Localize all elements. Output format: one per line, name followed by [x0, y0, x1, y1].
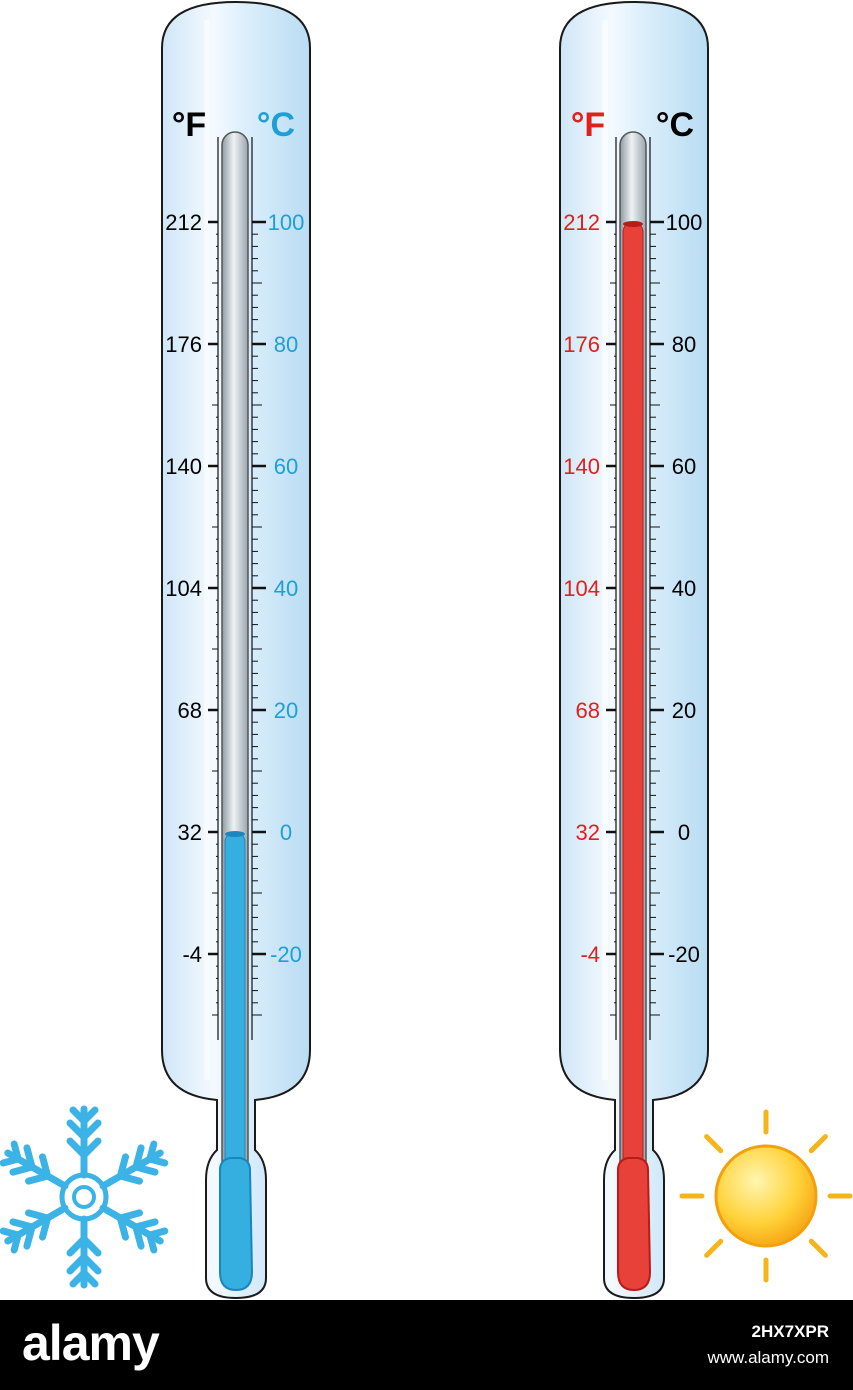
- fahrenheit-label: 212: [563, 210, 600, 235]
- scale-ticks: [208, 137, 266, 1040]
- celsius-scale-labels: 100 80 60 40 20 0 -20: [268, 210, 305, 967]
- celsius-label: 60: [274, 454, 298, 479]
- hot-thermometer: °F °C 212 176 140 104 68 32 -4 100 80 60 40 20 0 -20: [559, 0, 709, 1300]
- liquid-column: [224, 831, 246, 1201]
- fahrenheit-label: -4: [182, 942, 202, 967]
- celsius-label: 80: [274, 332, 298, 357]
- watermark-logo: alamy: [22, 1315, 160, 1371]
- sun-icon: [679, 1109, 853, 1283]
- liquid-column: [622, 221, 644, 1201]
- bulb: [617, 1157, 652, 1292]
- celsius-label: 0: [678, 820, 690, 845]
- scale-ticks: [606, 137, 664, 1040]
- fahrenheit-unit: °F: [172, 106, 206, 144]
- thermometer-illustration: °F °C 212 176 140 104 68 32 -4 100 80 60 40 20 0 -20…: [0, 0, 853, 1300]
- site-url: www.alamy.com: [707, 1348, 829, 1367]
- celsius-label: 0: [280, 820, 292, 845]
- fahrenheit-label: 140: [563, 454, 600, 479]
- fahrenheit-label: 104: [563, 576, 600, 601]
- celsius-label: 40: [274, 576, 298, 601]
- image-id: 2HX7XPR: [751, 1322, 829, 1341]
- celsius-label: 40: [672, 576, 696, 601]
- fahrenheit-label: 32: [576, 820, 600, 845]
- fahrenheit-label: 176: [563, 332, 600, 357]
- fahrenheit-label: 68: [178, 698, 202, 723]
- celsius-label: -20: [270, 942, 302, 967]
- fahrenheit-label: 104: [165, 576, 202, 601]
- celsius-scale-labels: 100 80 60 40 20 0 -20: [666, 210, 703, 967]
- celsius-label: 60: [672, 454, 696, 479]
- bulb: [219, 1157, 254, 1292]
- fahrenheit-label: -4: [580, 942, 600, 967]
- glass-highlight: [602, 20, 608, 1080]
- celsius-label: -20: [668, 942, 700, 967]
- fahrenheit-label: 140: [165, 454, 202, 479]
- celsius-label: 20: [672, 698, 696, 723]
- celsius-label: 100: [268, 210, 305, 235]
- fahrenheit-scale-labels: 212 176 140 104 68 32 -4: [563, 210, 600, 967]
- liquid-meniscus: [623, 221, 643, 227]
- fahrenheit-label: 176: [165, 332, 202, 357]
- celsius-unit: °C: [656, 106, 694, 144]
- celsius-unit: °C: [257, 106, 295, 144]
- fahrenheit-label: 212: [165, 210, 202, 235]
- fahrenheit-scale-labels: 212 176 140 104 68 32 -4: [165, 210, 202, 967]
- liquid-meniscus: [225, 831, 245, 837]
- glass-highlight: [204, 20, 210, 1080]
- celsius-label: 100: [666, 210, 703, 235]
- celsius-label: 20: [274, 698, 298, 723]
- celsius-label: 80: [672, 332, 696, 357]
- fahrenheit-label: 68: [576, 698, 600, 723]
- watermark-footer: alamy 2HX7XPR www.alamy.com: [0, 1300, 853, 1390]
- snowflake-icon: [0, 1105, 169, 1289]
- fahrenheit-unit: °F: [571, 106, 605, 144]
- cold-thermometer: °F °C 212 176 140 104 68 32 -4 100 80 60 40 20 0 -20: [161, 0, 311, 1300]
- fahrenheit-label: 32: [178, 820, 202, 845]
